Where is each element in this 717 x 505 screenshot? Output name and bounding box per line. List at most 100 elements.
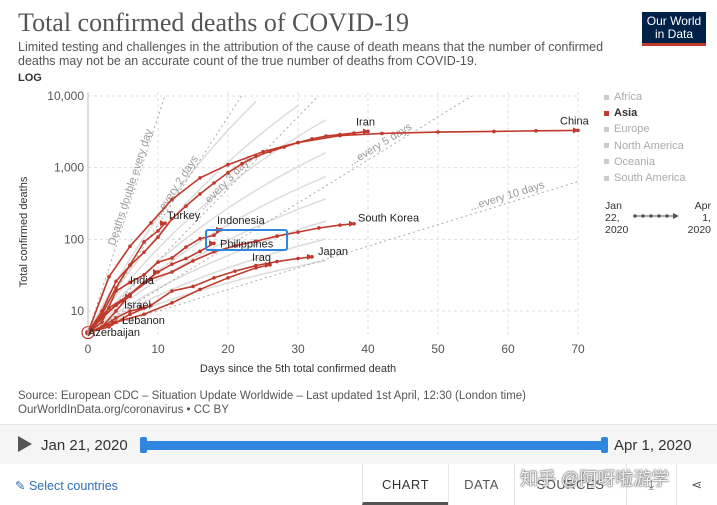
data-point-indonesia: [184, 245, 188, 249]
series-end-arrow-india: [153, 269, 159, 276]
play-icon[interactable]: [18, 436, 32, 452]
data-point-japan: [107, 325, 111, 329]
data-point-japan: [170, 289, 174, 293]
x-tick-label: 20: [221, 342, 235, 356]
data-point-azerbaijan: [100, 325, 104, 329]
series-end-arrow-turkey: [160, 220, 166, 227]
series-end-arrow-azerbaijan: [111, 319, 117, 326]
timeline-track[interactable]: [143, 441, 605, 450]
x-tick-label: 60: [501, 342, 515, 356]
data-point-iran: [268, 149, 272, 154]
legend-item-europe[interactable]: Europe: [604, 121, 686, 137]
series-label-india: India: [130, 275, 155, 287]
series-label-iran: Iran: [356, 116, 375, 128]
legend-label: Africa: [614, 91, 643, 103]
data-point-india: [114, 309, 118, 313]
timeline-start-handle[interactable]: [140, 437, 147, 453]
data-point-japan: [233, 269, 237, 273]
mini-end-label: Apr 1, 2020: [688, 200, 711, 236]
chart-axes: 10 100 1,000 10,000 0 10 20 30 40 50 60 70 Days sinc…: [18, 89, 585, 375]
x-tick-label: 10: [151, 342, 165, 356]
legend-swatch: [604, 175, 609, 181]
data-point-south-korea: [275, 234, 279, 238]
data-point-china: [149, 221, 153, 225]
series-label-philippines: Philippines: [220, 238, 274, 250]
data-point-philippines: [184, 256, 188, 261]
y-axis-label: Total confirmed deaths: [18, 176, 30, 287]
data-point-japan: [296, 256, 300, 261]
data-point-turkey: [128, 263, 132, 267]
data-point-iraq: [198, 287, 202, 292]
background-series-line: [87, 119, 327, 334]
share-button[interactable]: ⋖: [676, 464, 717, 505]
timeline-start-date: Jan 21, 2020: [41, 437, 128, 454]
data-point-iran: [184, 204, 188, 208]
mini-arrow-line: [633, 213, 679, 219]
background-series-line: [87, 104, 299, 333]
pencil-icon: ✎: [15, 479, 26, 493]
data-point-iraq: [142, 312, 146, 317]
series-end-arrow-lebanon: [139, 305, 145, 312]
data-point-indonesia: [170, 256, 174, 260]
x-tick-label: 70: [571, 342, 585, 356]
source-line-1[interactable]: Source: European CDC – Situation Update …: [18, 390, 527, 402]
timeline-end-handle[interactable]: [601, 437, 608, 453]
owid-logo[interactable]: Our World in Data: [642, 12, 706, 46]
data-point-lebanon: [114, 316, 118, 320]
series-label-lebanon: Lebanon: [122, 315, 165, 327]
series-end-arrow-china: [573, 127, 579, 134]
y-tick-label: 10,000: [47, 89, 84, 103]
chart-series: [81, 127, 580, 340]
legend-item-south-america[interactable]: South America: [604, 170, 686, 186]
select-countries-link[interactable]: ✎ Select countries: [15, 478, 118, 493]
data-point-iran: [170, 216, 174, 221]
legend-item-asia[interactable]: Asia: [604, 105, 686, 121]
data-point-iran: [240, 161, 244, 166]
data-point-south-korea: [170, 270, 174, 274]
legend-swatch: [604, 94, 609, 100]
guide-label: Deaths double every day: [106, 127, 155, 247]
tab-data[interactable]: DATA: [448, 464, 514, 505]
legend-swatch: [604, 127, 609, 132]
guide-line: [87, 95, 242, 333]
log-scale-toggle[interactable]: LOG: [18, 72, 42, 84]
series-line-iraq: [87, 264, 271, 334]
legend-label: Europe: [614, 123, 650, 136]
data-point-indonesia: [128, 280, 132, 285]
data-point-turkey: [156, 229, 160, 233]
data-point-turkey: [100, 312, 104, 317]
mini-start-label: Jan 22, 2020: [605, 200, 628, 236]
data-point-indonesia: [114, 289, 118, 293]
data-point-south-korea: [338, 223, 342, 227]
legend-item-oceania[interactable]: Oceania: [604, 154, 686, 170]
data-point-japan: [275, 259, 279, 264]
tab-chart[interactable]: CHART: [362, 464, 448, 505]
mini-start-line-1: Jan: [605, 200, 622, 212]
legend-item-africa[interactable]: Africa: [604, 89, 686, 105]
mini-end-line-1: Apr: [694, 200, 711, 212]
tab-sources[interactable]: SOURCES: [514, 464, 626, 505]
data-point-iran: [226, 170, 230, 175]
data-point-iran: [114, 279, 118, 284]
y-tick-label: 1,000: [54, 161, 84, 175]
data-point-iraq: [254, 266, 258, 270]
data-point-japan: [149, 303, 153, 308]
logo-line-2: in Data: [654, 27, 694, 41]
data-point-iraq: [170, 301, 174, 305]
data-point-japan: [191, 284, 195, 289]
data-point-indonesia: [142, 272, 146, 277]
mini-timeline-legend: Jan 22, 2020 Apr 1, 2020: [605, 200, 711, 240]
data-point-china: [534, 128, 538, 133]
download-button[interactable]: ⤓: [626, 464, 676, 505]
legend-label: Oceania: [614, 155, 655, 168]
footer-bar: ✎ Select countries CHART DATA SOURCES ⤓ …: [0, 464, 717, 505]
data-point-iraq: [226, 276, 230, 280]
data-point-south-korea: [296, 230, 300, 234]
series-label-azerbaijan: Azerbaijan: [88, 327, 140, 339]
source-line-2[interactable]: OurWorldInData.org/coronavirus • CC BY: [18, 404, 229, 416]
data-point-iran: [282, 145, 286, 149]
page-title: Total confirmed deaths of COVID-19: [18, 8, 409, 37]
legend-item-north-america[interactable]: North America: [604, 138, 686, 154]
legend-label: Asia: [614, 107, 638, 120]
